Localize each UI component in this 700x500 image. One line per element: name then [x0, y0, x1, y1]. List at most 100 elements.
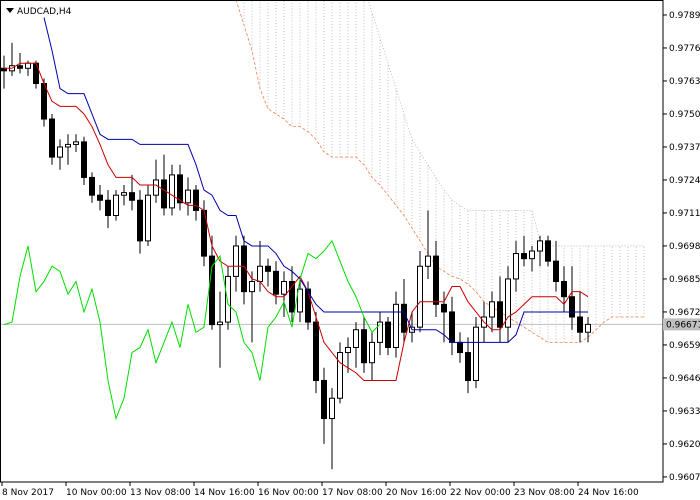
plot-frame	[0, 0, 664, 483]
symbol-menu-icon[interactable]	[6, 8, 14, 13]
candle-body	[545, 240, 551, 262]
candle-body	[209, 255, 215, 326]
candle-body	[265, 265, 271, 272]
candle-body	[529, 250, 535, 260]
candle-body	[81, 141, 87, 178]
candle-body	[329, 397, 335, 420]
candle-body	[569, 296, 575, 318]
candle-body	[121, 192, 127, 196]
candle-body	[489, 301, 495, 318]
x-tick-label: 14 Nov 16:00	[194, 488, 255, 498]
candle-body	[249, 280, 255, 293]
candle-body	[561, 280, 567, 298]
indicator-line	[3, 239, 381, 421]
candle-body	[153, 179, 159, 196]
indicator-line	[43, 17, 588, 343]
candle-body	[289, 280, 295, 313]
current-price-box	[663, 318, 700, 331]
candle-body	[425, 255, 431, 267]
candle-body	[457, 341, 463, 354]
candle-body	[537, 240, 543, 252]
candle-body	[169, 174, 175, 209]
candle-body	[297, 288, 303, 313]
candle-body	[513, 253, 519, 280]
current-price-label: 0.96671	[666, 320, 700, 330]
x-tick-label: 23 Nov 08:00	[514, 488, 575, 498]
candle-body	[377, 321, 383, 343]
candle-body	[193, 189, 199, 211]
candle-body	[433, 255, 439, 305]
candle-body	[585, 323, 591, 333]
candle-body	[313, 321, 319, 381]
x-tick-label: 24 Nov 16:00	[578, 488, 639, 498]
candle-body	[241, 245, 247, 293]
x-tick-label: 13 Nov 08:00	[130, 488, 191, 498]
candle-body	[401, 303, 407, 333]
chart-title: AUDCAD,H4	[17, 7, 72, 17]
x-tick-label: 17 Nov 08:00	[322, 488, 383, 498]
candle-body	[441, 303, 447, 313]
candle-body	[305, 288, 311, 323]
candle-body	[273, 270, 279, 295]
candle-body	[353, 329, 359, 348]
candle-body	[41, 83, 47, 120]
candle-body	[113, 194, 119, 216]
candle-body	[521, 253, 527, 260]
candle-body	[385, 321, 391, 348]
candle-body	[473, 326, 479, 381]
cloud-span	[235, 0, 644, 343]
candle-body	[233, 245, 239, 277]
x-tick-label: 16 Nov 00:00	[258, 488, 319, 498]
candle-body	[497, 301, 503, 328]
x-tick-label: 22 Nov 00:00	[450, 488, 511, 498]
candle-body	[129, 192, 135, 201]
candle-body	[225, 275, 231, 323]
x-tick-label: 10 Nov 00:00	[66, 488, 127, 498]
candle-body	[57, 146, 63, 158]
candle-body	[65, 143, 71, 148]
candle-body	[577, 316, 583, 333]
candle-body	[17, 65, 23, 69]
candle-body	[145, 194, 151, 242]
plot-area	[0, 0, 663, 470]
candle-body	[49, 118, 55, 158]
candle-body	[281, 280, 287, 295]
candle-body	[505, 278, 511, 328]
candle-body	[177, 174, 183, 204]
candle-body	[25, 62, 31, 69]
candle-body	[161, 179, 167, 209]
candle-body	[393, 303, 399, 348]
x-tick-label: 8 Nov 2017	[2, 488, 54, 498]
candle-body	[449, 311, 455, 343]
y-tick-label: 0.96070	[669, 473, 700, 483]
candle-body	[369, 341, 375, 364]
candle-body	[553, 260, 559, 282]
candle-body	[137, 199, 143, 242]
candle-body	[97, 194, 103, 201]
candle-body	[257, 265, 263, 282]
candle-body	[321, 379, 327, 420]
candle-body	[73, 141, 79, 145]
candle-body	[361, 329, 367, 364]
candle-body	[89, 176, 95, 196]
x-tick-label: 20 Nov 16:00	[386, 488, 447, 498]
candle-body	[185, 189, 191, 204]
candle-body	[33, 62, 39, 85]
candle-body	[217, 321, 223, 326]
candle-body	[417, 265, 423, 328]
